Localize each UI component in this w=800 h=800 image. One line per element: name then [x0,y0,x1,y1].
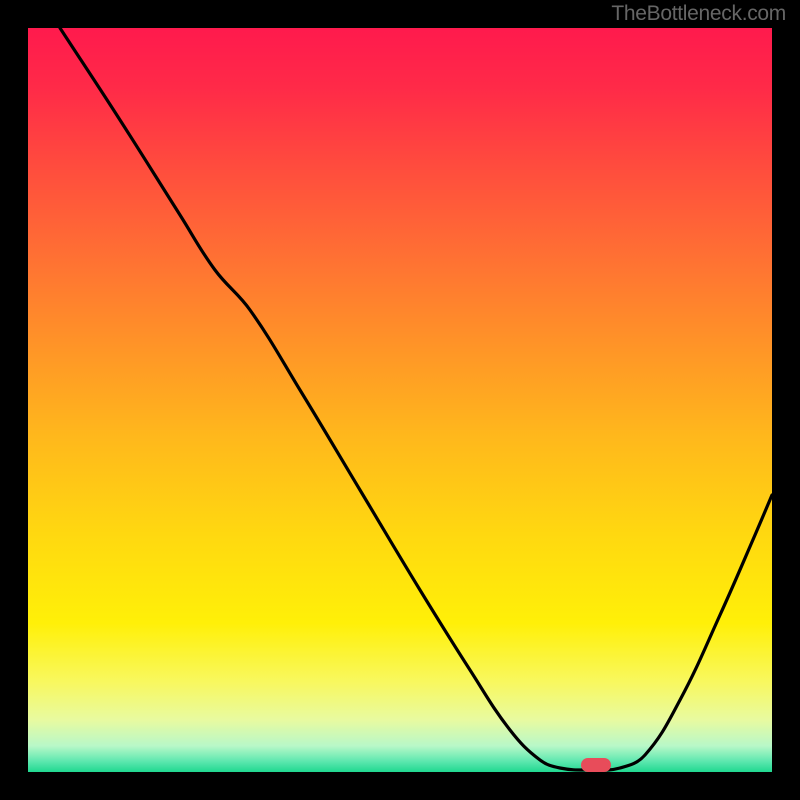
watermark-text: TheBottleneck.com [611,2,786,26]
bottleneck-chart [0,0,800,800]
plot-background [28,28,772,772]
optimal-marker [581,758,611,772]
chart-container: TheBottleneck.com [0,0,800,800]
